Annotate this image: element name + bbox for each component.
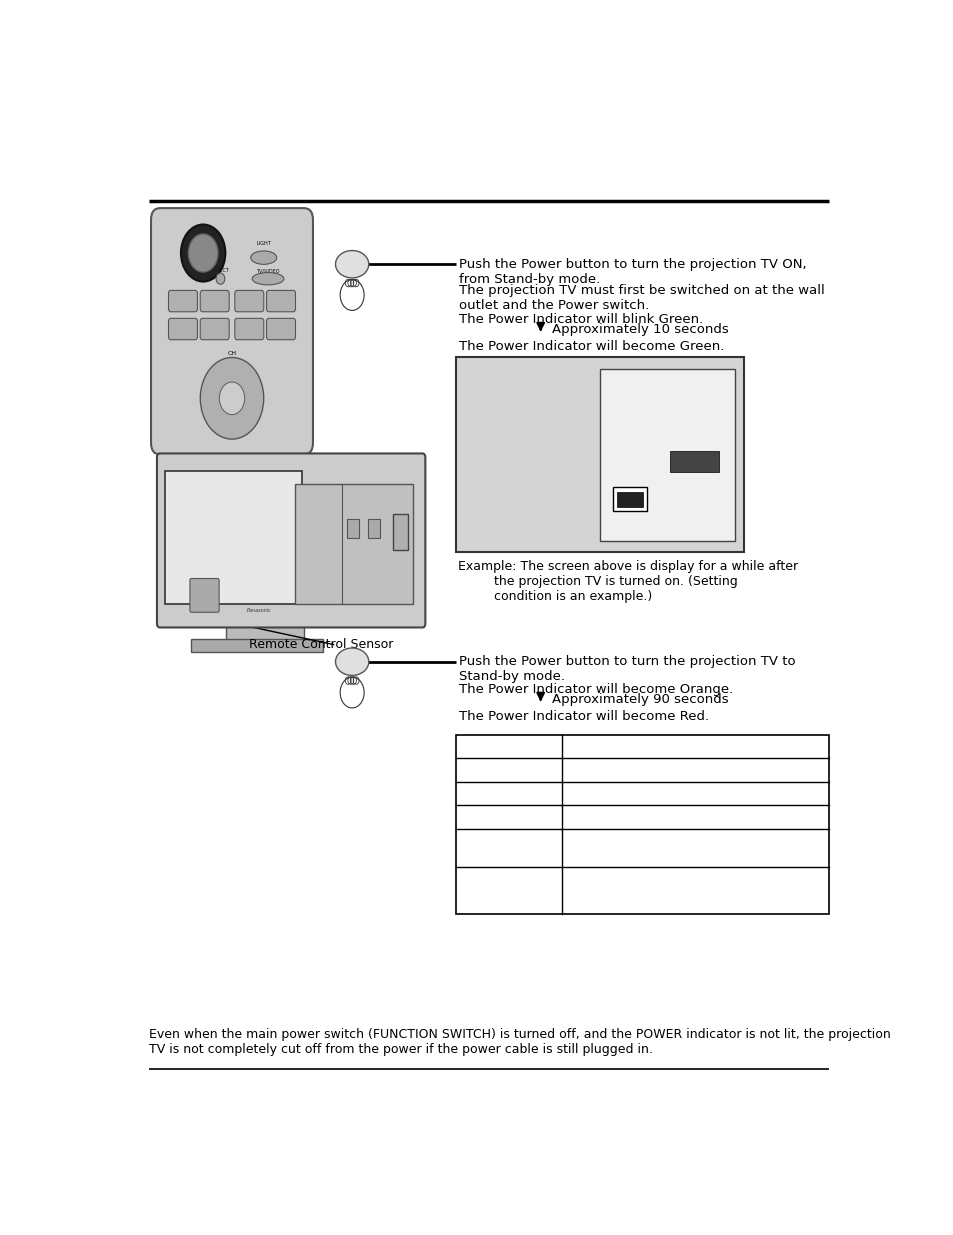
FancyBboxPatch shape <box>200 290 229 311</box>
Bar <box>456 735 828 914</box>
Text: The Power Indicator will become Green.: The Power Indicator will become Green. <box>459 341 724 353</box>
Text: POWER: POWER <box>340 262 363 267</box>
Text: Power – ON: Power – ON <box>659 810 730 824</box>
Circle shape <box>188 233 217 272</box>
Circle shape <box>219 382 244 415</box>
Text: POWER: POWER <box>347 503 365 508</box>
Text: DBS: DBS <box>275 326 286 331</box>
Text: CH: CH <box>227 351 236 356</box>
Circle shape <box>216 273 225 284</box>
Ellipse shape <box>252 273 284 285</box>
FancyBboxPatch shape <box>169 319 197 340</box>
Text: Green blink: Green blink <box>473 841 544 855</box>
FancyBboxPatch shape <box>234 319 263 340</box>
Text: Push the Power button to turn the projection TV to
Stand-by mode.: Push the Power button to turn the projec… <box>459 655 795 683</box>
Text: Push the Power button to turn the projection TV ON,
from Stand-by mode.: Push the Power button to turn the projec… <box>459 258 806 285</box>
Text: RCVR: RCVR <box>274 299 288 304</box>
Bar <box>393 514 408 550</box>
FancyBboxPatch shape <box>169 290 197 311</box>
Bar <box>617 492 642 508</box>
Circle shape <box>181 225 225 282</box>
Text: Power – OFF: Power – OFF <box>657 763 733 777</box>
FancyBboxPatch shape <box>190 578 219 613</box>
FancyBboxPatch shape <box>266 290 295 311</box>
Text: SAP: SAP <box>703 438 719 447</box>
Text: LIGHT: LIGHT <box>256 241 271 246</box>
Text: G-POWER ON: G-POWER ON <box>301 568 328 572</box>
Text: TEMP: TEMP <box>368 551 379 556</box>
FancyBboxPatch shape <box>157 453 425 627</box>
Bar <box>225 621 304 641</box>
Text: POWER: POWER <box>340 659 363 664</box>
Text: No illuminated: No illuminated <box>463 763 554 777</box>
Text: Orange blink: Orange blink <box>468 884 549 897</box>
Text: TV/VIDEO: TV/VIDEO <box>256 268 279 273</box>
Bar <box>347 519 358 537</box>
Text: VCR: VCR <box>177 299 188 304</box>
Text: CH123: CH123 <box>667 384 719 399</box>
Text: The Power Indicator will blink Green.: The Power Indicator will blink Green. <box>459 312 703 326</box>
Text: The Power Indicator will become Orange.: The Power Indicator will become Orange. <box>459 683 733 695</box>
Text: The Power Indicator will become Red.: The Power Indicator will become Red. <box>459 710 709 724</box>
Bar <box>294 484 413 604</box>
Ellipse shape <box>335 251 369 278</box>
Text: Power – ON
(approximately 10 seconds after): Power – ON (approximately 10 seconds aft… <box>591 832 799 863</box>
Text: Power – OFF (by the remote control)
(approximately 90 seconds after): Power – OFF (by the remote control) (app… <box>582 876 808 905</box>
Text: R-STANDBY: R-STANDBY <box>301 545 324 548</box>
Text: CBL: CBL <box>244 326 253 331</box>
Text: STEREO: STEREO <box>688 416 719 425</box>
Bar <box>456 357 743 552</box>
Text: ▲: ▲ <box>230 373 233 378</box>
Text: DVD: DVD <box>209 299 220 304</box>
FancyBboxPatch shape <box>200 319 229 340</box>
Bar <box>613 488 646 511</box>
Text: Stand – by: Stand – by <box>661 787 728 800</box>
Bar <box>599 369 735 541</box>
Bar <box>192 638 322 652</box>
FancyBboxPatch shape <box>266 319 295 340</box>
Text: Green: Green <box>489 810 527 824</box>
Circle shape <box>200 357 263 440</box>
Bar <box>165 471 301 604</box>
FancyBboxPatch shape <box>151 209 313 454</box>
Text: TV: TV <box>179 326 186 331</box>
Text: Red: Red <box>497 787 520 800</box>
Text: Approximately 90 seconds: Approximately 90 seconds <box>551 693 728 706</box>
Text: The projection TV must first be switched on at the wall
outlet and the Power swi: The projection TV must first be switched… <box>459 284 824 312</box>
Ellipse shape <box>335 648 369 676</box>
Text: Example: The screen above is display for a while after
         the projection T: Example: The screen above is display for… <box>457 559 797 603</box>
Text: Remote Control Sensor: Remote Control Sensor <box>249 638 393 651</box>
Text: MONO: MONO <box>683 458 705 464</box>
Text: LAMP: LAMP <box>347 551 358 556</box>
Text: NORMAL: NORMAL <box>685 499 719 508</box>
Text: Panasonic: Panasonic <box>247 608 272 613</box>
Bar <box>670 452 719 472</box>
FancyBboxPatch shape <box>234 290 263 311</box>
Text: POWER: POWER <box>194 251 212 256</box>
Text: Even when the main power switch (FUNCTION SWITCH) is turned off, and the POWER i: Even when the main power switch (FUNCTIO… <box>149 1028 890 1056</box>
Text: AUX: AUX <box>244 299 254 304</box>
Text: ASPECT: ASPECT <box>211 268 230 273</box>
Text: Approximately 10 seconds: Approximately 10 seconds <box>551 324 728 336</box>
Text: DTV: DTV <box>210 326 219 331</box>
Bar <box>368 519 379 537</box>
Ellipse shape <box>251 251 276 264</box>
